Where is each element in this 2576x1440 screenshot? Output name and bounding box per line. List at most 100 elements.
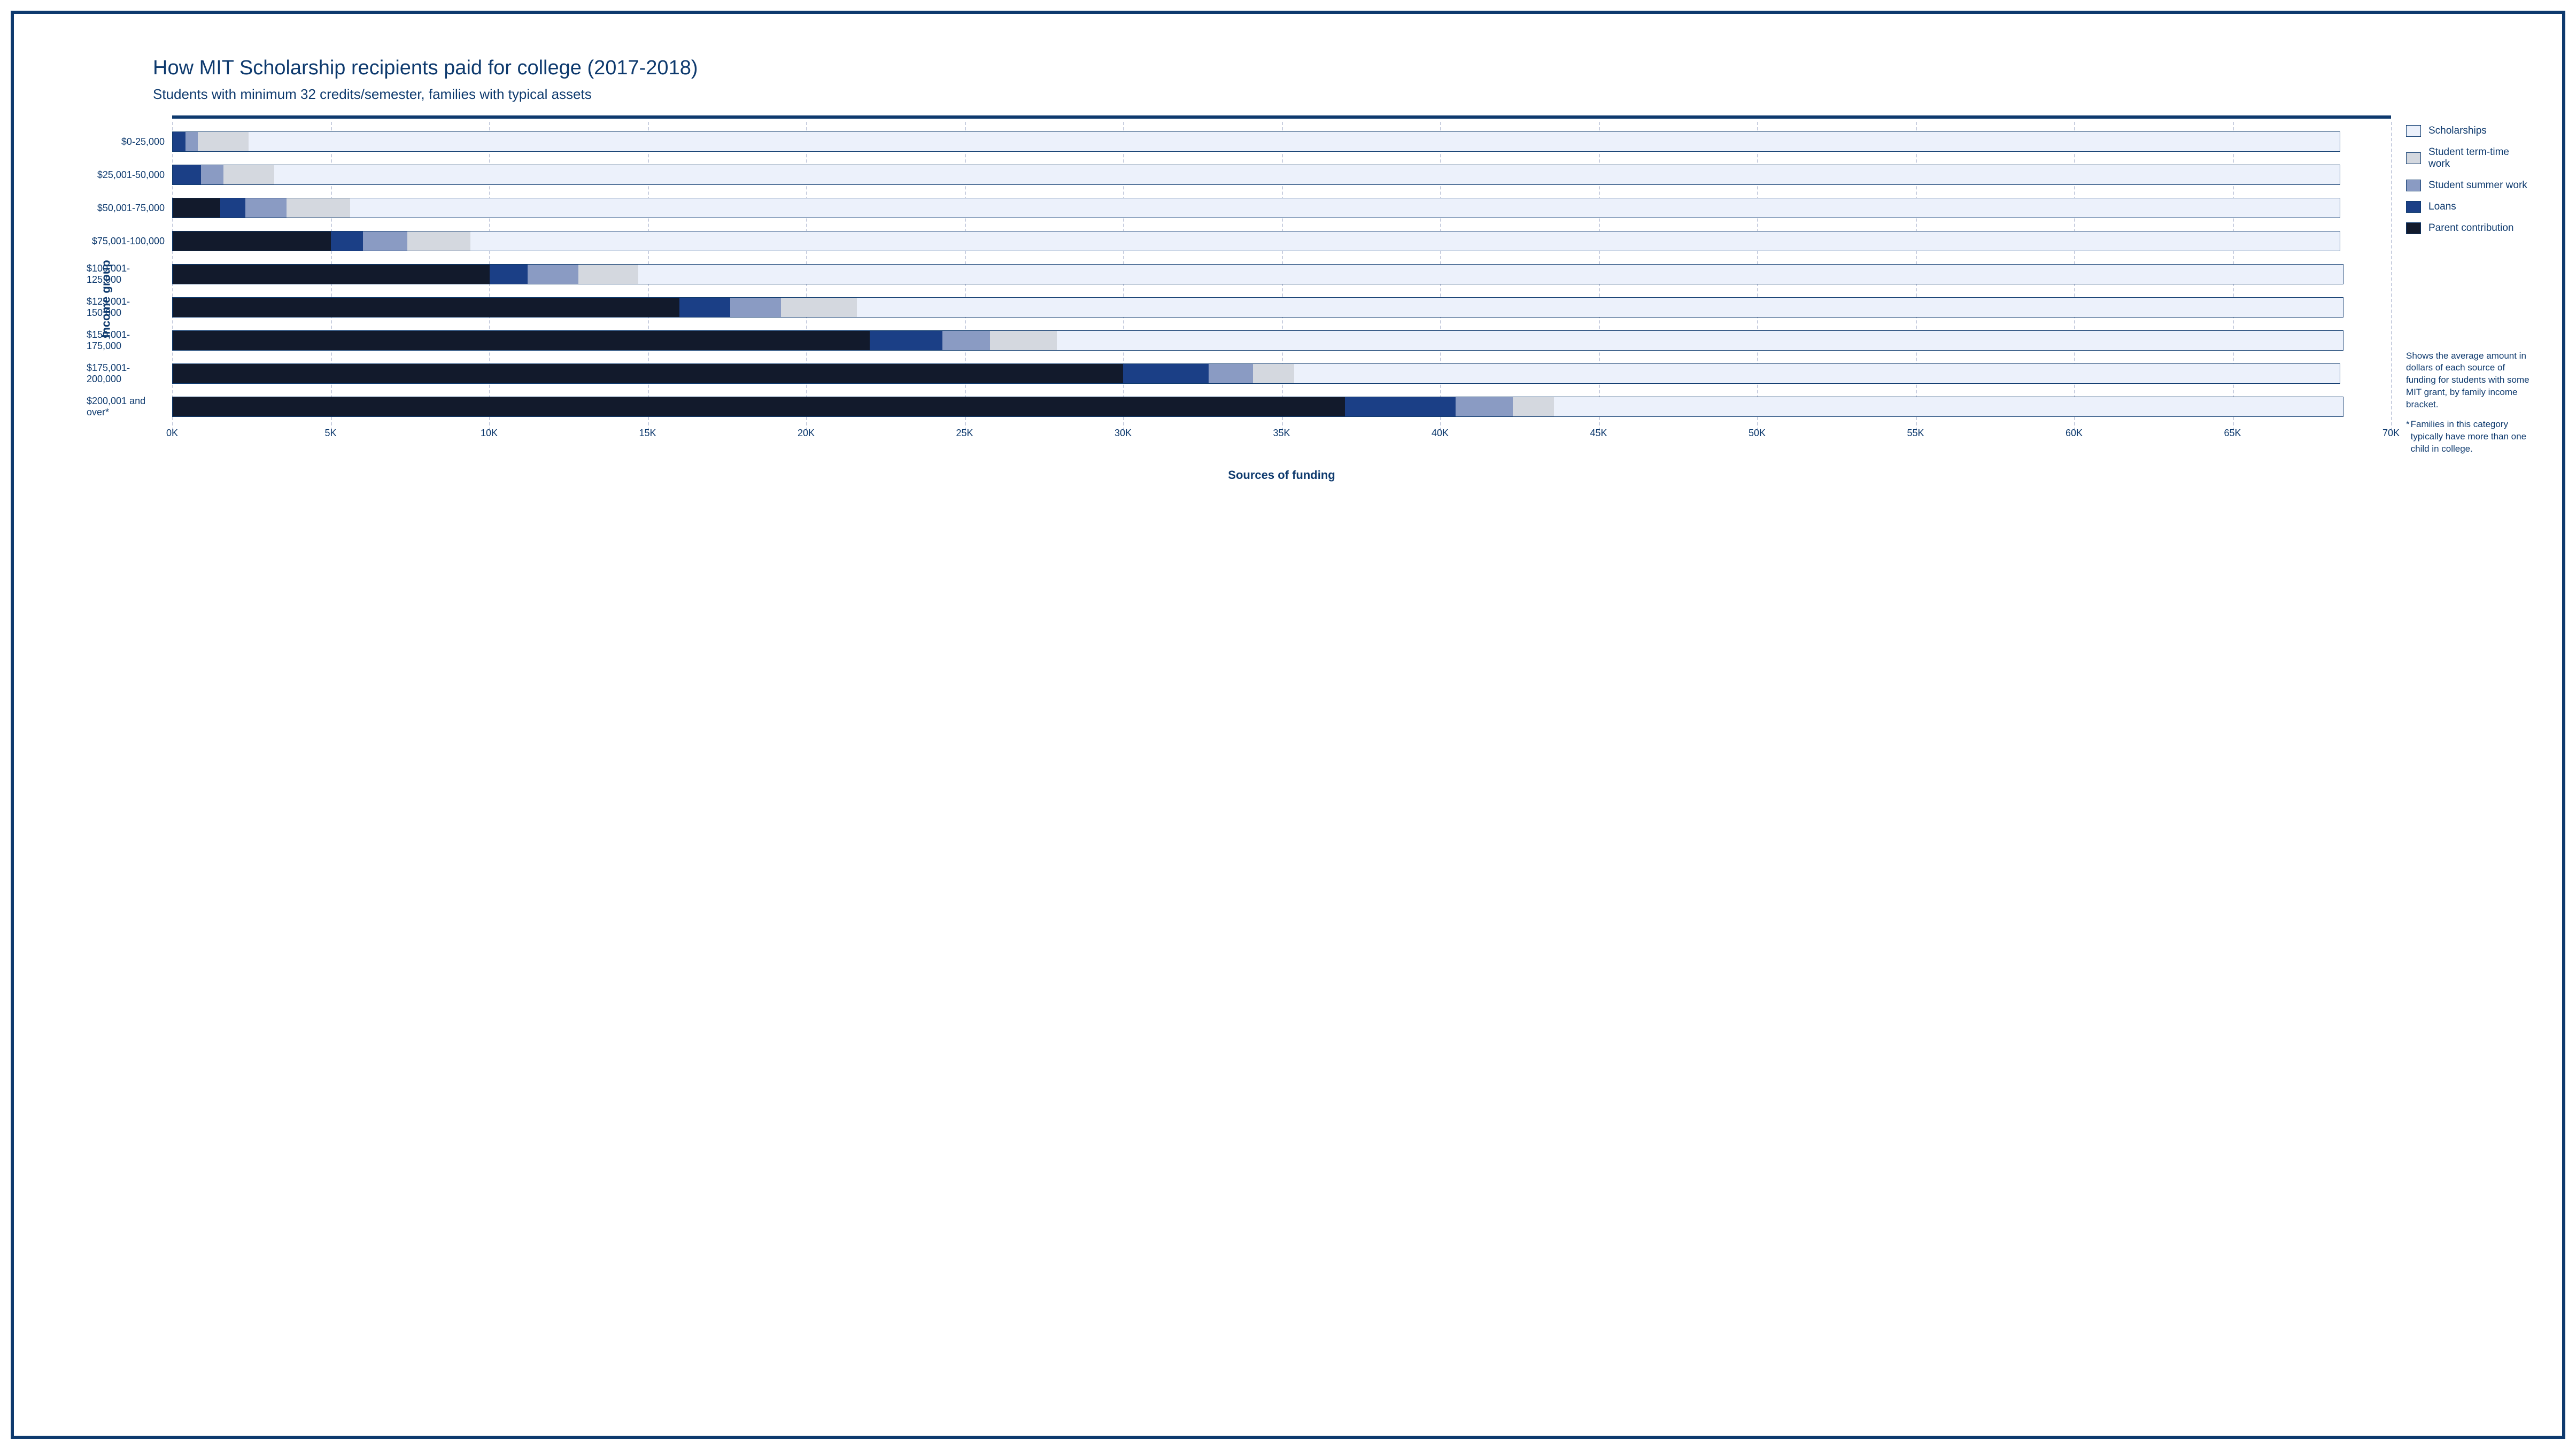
- side-column: Scholarships Student term-time work Studen…: [2391, 115, 2530, 482]
- bar-segment-scholarships: [1057, 331, 2343, 350]
- chart-title: How MIT Scholarship recipients paid for …: [153, 57, 2530, 80]
- bar-row: [172, 324, 2391, 357]
- bar-row: [172, 258, 2391, 291]
- bar-segment-student-term-time-work: [1513, 397, 1554, 416]
- bar-segment-student-term-time-work: [578, 265, 639, 284]
- bar-segment-student-summer-work: [1456, 397, 1513, 416]
- x-tick-label: 25K: [956, 428, 973, 439]
- y-axis-label: Income group: [99, 260, 113, 337]
- x-tick-label: 40K: [1432, 428, 1449, 439]
- bar-segment-scholarships: [1554, 397, 2343, 416]
- bar-row: [172, 158, 2391, 191]
- y-axis-label-wrap: Income group: [67, 115, 87, 482]
- chart-subtitle: Students with minimum 32 credits/semeste…: [153, 86, 2530, 103]
- bar-segment-student-summer-work: [942, 331, 990, 350]
- bar-segment-student-summer-work: [245, 198, 287, 218]
- bar-segment-scholarships: [470, 231, 2340, 251]
- bar-segment-scholarships: [857, 298, 2343, 317]
- chart-notes: Shows the average amount in dollars of e…: [2406, 350, 2530, 456]
- bar-segment-student-summer-work: [1209, 364, 1253, 383]
- plot-top-rule: [172, 115, 2391, 119]
- x-tick-label: 15K: [639, 428, 656, 439]
- legend-item-student-summer-work: Student summer work: [2406, 180, 2530, 191]
- y-tick-label: $200,001 and over*: [87, 390, 172, 423]
- legend-item-loans: Loans: [2406, 201, 2530, 213]
- legend-item-parent-contribution: Parent contribution: [2406, 222, 2530, 234]
- bar-segment-student-term-time-work: [223, 165, 274, 184]
- legend-label: Scholarships: [2428, 125, 2487, 137]
- stacked-bar: [172, 131, 2340, 152]
- legend-label: Loans: [2428, 201, 2456, 213]
- bar-segment-student-summer-work: [363, 231, 407, 251]
- legend-swatch: [2406, 201, 2421, 213]
- x-tick-label: 0K: [166, 428, 178, 439]
- bar-row: [172, 291, 2391, 324]
- legend-item-scholarships: Scholarships: [2406, 125, 2530, 137]
- plot-region: 0K5K10K15K20K25K30K35K40K45K50K55K60K65K…: [172, 115, 2391, 482]
- bar-segment-parent-contribution: [173, 331, 870, 350]
- chart-header: How MIT Scholarship recipients paid for …: [46, 57, 2530, 103]
- x-tick-label: 35K: [1273, 428, 1290, 439]
- bar-segment-student-term-time-work: [198, 132, 249, 151]
- bar-row: [172, 390, 2391, 423]
- bar-segment-parent-contribution: [173, 298, 679, 317]
- legend-swatch: [2406, 152, 2421, 164]
- x-tick-label: 30K: [1115, 428, 1132, 439]
- x-tick-label: 5K: [324, 428, 336, 439]
- bar-segment-loans: [173, 132, 185, 151]
- bar-row: [172, 125, 2391, 158]
- bar-segment-student-term-time-work: [781, 298, 857, 317]
- legend-item-student-term-time-work: Student term-time work: [2406, 146, 2530, 170]
- stacked-bars: [172, 125, 2391, 423]
- bar-segment-student-summer-work: [201, 165, 223, 184]
- bar-segment-loans: [173, 165, 201, 184]
- x-tick-label: 10K: [481, 428, 498, 439]
- bar-segment-scholarships: [274, 165, 2340, 184]
- legend-swatch: [2406, 222, 2421, 234]
- bar-segment-scholarships: [638, 265, 2343, 284]
- plot-inner: [172, 125, 2391, 423]
- asterisk-symbol: *: [2406, 419, 2411, 455]
- bar-segment-parent-contribution: [173, 364, 1123, 383]
- stacked-bar: [172, 363, 2340, 384]
- chart-frame: How MIT Scholarship recipients paid for …: [11, 11, 2565, 1439]
- legend-swatch: [2406, 180, 2421, 191]
- legend-label: Parent contribution: [2428, 222, 2514, 234]
- bar-segment-student-summer-work: [730, 298, 781, 317]
- x-tick-labels: 0K5K10K15K20K25K30K35K40K45K50K55K60K65K…: [172, 428, 2391, 449]
- stacked-bar: [172, 231, 2340, 251]
- bar-segment-student-term-time-work: [1253, 364, 1294, 383]
- bar-segment-loans: [331, 231, 362, 251]
- x-tick-label: 50K: [1749, 428, 1766, 439]
- bar-segment-parent-contribution: [173, 265, 490, 284]
- stacked-bar: [172, 198, 2340, 218]
- x-tick-label: 20K: [798, 428, 815, 439]
- bar-segment-scholarships: [1294, 364, 2340, 383]
- stacked-bar: [172, 397, 2343, 417]
- x-axis-label: Sources of funding: [172, 468, 2391, 482]
- y-tick-label: $175,001-200,000: [87, 357, 172, 390]
- bar-segment-loans: [490, 265, 528, 284]
- asterisk-text: Families in this category typically have…: [2411, 419, 2530, 455]
- legend: Scholarships Student term-time work Studen…: [2406, 125, 2530, 244]
- x-tick-label: 70K: [2382, 428, 2400, 439]
- y-tick-label: $0-25,000: [87, 125, 172, 158]
- y-tick-label: $75,001-100,000: [87, 224, 172, 258]
- bar-segment-scholarships: [350, 198, 2340, 218]
- bar-row: [172, 357, 2391, 390]
- note-description: Shows the average amount in dollars of e…: [2406, 350, 2530, 412]
- bar-row: [172, 191, 2391, 224]
- legend-label: Student summer work: [2428, 180, 2527, 191]
- bar-segment-student-summer-work: [528, 265, 578, 284]
- bar-segment-loans: [1345, 397, 1456, 416]
- bar-segment-loans: [870, 331, 942, 350]
- stacked-bar: [172, 297, 2343, 318]
- bar-segment-student-summer-work: [185, 132, 198, 151]
- stacked-bar: [172, 330, 2343, 351]
- note-asterisk: * Families in this category typically ha…: [2406, 419, 2530, 455]
- bar-segment-parent-contribution: [173, 231, 331, 251]
- chart-area: Income group $0-25,000$25,001-50,000$50,…: [46, 115, 2530, 482]
- x-tick-label: 65K: [2224, 428, 2241, 439]
- bar-segment-loans: [679, 298, 730, 317]
- x-tick-label: 45K: [1590, 428, 1607, 439]
